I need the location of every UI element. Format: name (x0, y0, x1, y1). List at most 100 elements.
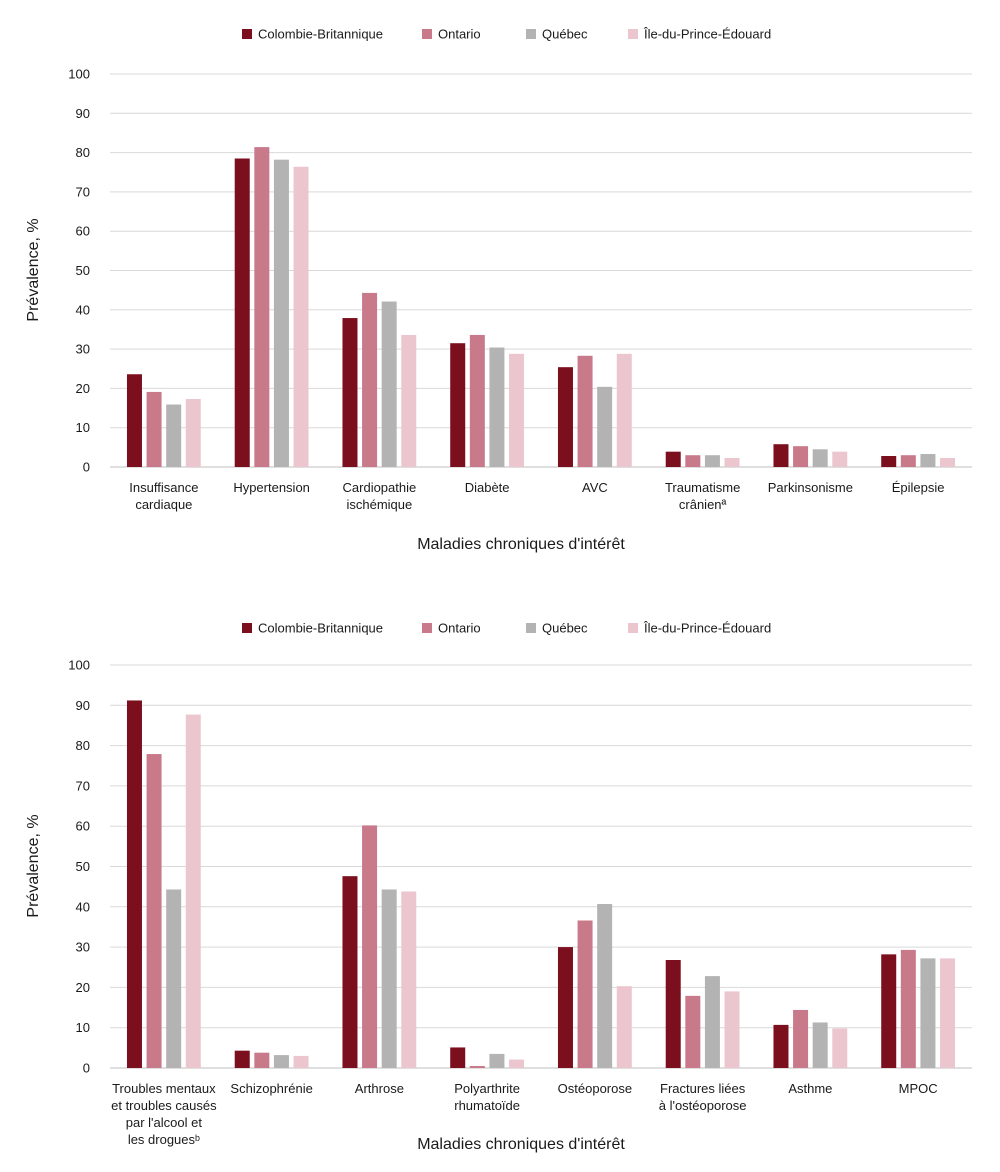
legend-item-ontario: Ontario (422, 27, 481, 42)
bar-quebec-2 (273, 159, 289, 467)
legend-label: Colombie-Britannique (258, 621, 383, 636)
legend-swatch (422, 623, 432, 633)
legend-item-ontario: Ontario (422, 621, 481, 636)
x-category-label: Diabète (465, 480, 510, 495)
bar-ontario-6 (685, 455, 701, 467)
legend-item-ile-du-prince-edouard: Île-du-Prince-Édouard (628, 621, 771, 636)
y-tick-label: 80 (76, 738, 90, 753)
bar-colombie-britannique-3 (342, 318, 358, 467)
bar-ile-du-prince-edouard-5 (616, 986, 632, 1068)
bar-ontario-5 (577, 920, 593, 1068)
bar-ile-du-prince-edouard-7 (832, 451, 848, 467)
legend-swatch (628, 29, 638, 39)
bar-ontario-7 (793, 1009, 809, 1068)
y-tick-label: 10 (76, 420, 90, 435)
bar-quebec-5 (597, 903, 613, 1068)
bar-colombie-britannique-1 (126, 374, 142, 467)
bar-quebec-1 (166, 404, 182, 467)
y-tick-label: 50 (76, 859, 90, 874)
legend-swatch (526, 29, 536, 39)
bar-quebec-8 (920, 958, 936, 1068)
y-tick-label: 90 (76, 106, 90, 121)
x-category-label: Parkinsonisme (768, 480, 853, 495)
bar-quebec-1 (166, 889, 182, 1068)
y-tick-label: 90 (76, 698, 90, 713)
bar-ontario-2 (254, 147, 270, 467)
legend-label: Ontario (438, 621, 481, 636)
bar-quebec-3 (381, 301, 397, 467)
bar-ontario-4 (469, 1065, 485, 1068)
bar-quebec-6 (704, 976, 720, 1068)
y-tick-label: 30 (76, 940, 90, 955)
bar-colombie-britannique-4 (450, 343, 466, 467)
x-axis-title: Maladies chroniques d'intérêt (417, 536, 625, 553)
bar-quebec-3 (381, 889, 397, 1068)
x-category-label: Schizophrénie (230, 1081, 312, 1096)
x-category-label: Polyarthrite rhumatoïde (454, 1081, 520, 1113)
bar-colombie-britannique-4 (450, 1047, 466, 1068)
y-tick-label: 70 (76, 184, 90, 199)
bar-colombie-britannique-5 (557, 947, 573, 1068)
bar-ile-du-prince-edouard-3 (401, 334, 417, 467)
bar-ontario-5 (577, 355, 593, 467)
legend-label: Québec (542, 27, 588, 42)
bar-ile-du-prince-edouard-6 (724, 457, 740, 467)
bar-ontario-7 (793, 446, 809, 467)
bar-quebec-4 (489, 1053, 505, 1068)
bar-colombie-britannique-8 (881, 455, 897, 467)
y-tick-label: 50 (76, 263, 90, 278)
x-category-label: MPOC (899, 1081, 938, 1096)
bar-colombie-britannique-3 (342, 876, 358, 1068)
legend-swatch (242, 29, 252, 39)
y-tick-label: 0 (83, 460, 90, 475)
bar-colombie-britannique-8 (881, 954, 897, 1068)
y-tick-label: 70 (76, 778, 90, 793)
x-category-label: Cardiopathie ischémique (343, 480, 417, 512)
bar-ile-du-prince-edouard-4 (509, 1059, 525, 1068)
bar-ile-du-prince-edouard-3 (401, 891, 417, 1068)
legend-item-colombie-britannique: Colombie-Britannique (242, 621, 383, 636)
x-category-label: Asthme (788, 1081, 832, 1096)
bar-ile-du-prince-edouard-5 (616, 353, 632, 467)
x-category-label: Troubles mentaux et troubles causés par l'… (111, 1081, 217, 1147)
bar-ile-du-prince-edouard-7 (832, 1028, 848, 1068)
legend-item-quebec: Québec (526, 621, 588, 636)
bar-ontario-8 (900, 949, 916, 1068)
bar-ile-du-prince-edouard-1 (185, 714, 201, 1068)
legend-label: Ontario (438, 27, 481, 42)
x-category-label: Épilepsie (892, 480, 945, 495)
bar-ontario-4 (469, 334, 485, 467)
legend-swatch (628, 623, 638, 633)
bar-ile-du-prince-edouard-8 (940, 958, 956, 1068)
x-category-label: Fractures liées à l'ostéoporose (659, 1081, 747, 1113)
x-category-label: Ostéoporose (558, 1081, 632, 1096)
bar-colombie-britannique-6 (665, 959, 681, 1068)
bar-colombie-britannique-1 (126, 700, 142, 1068)
bar-ontario-1 (146, 391, 162, 467)
bar-ile-du-prince-edouard-4 (509, 353, 525, 467)
x-category-label: Traumatisme crânienª (665, 480, 740, 512)
bar-ile-du-prince-edouard-8 (940, 457, 956, 467)
bar-ontario-1 (146, 754, 162, 1068)
chart-panel-cardiovascular: Colombie-Britannique Ontario Québec Île-du-… (25, 27, 972, 553)
legend-swatch (422, 29, 432, 39)
bar-colombie-britannique-7 (773, 1024, 789, 1068)
bar-ontario-3 (362, 825, 378, 1068)
x-category-label: AVC (582, 480, 608, 495)
bar-colombie-britannique-5 (557, 367, 573, 467)
bar-quebec-2 (273, 1055, 289, 1068)
bar-ontario-2 (254, 1052, 270, 1068)
bar-colombie-britannique-7 (773, 444, 789, 467)
bar-ile-du-prince-edouard-1 (185, 399, 201, 467)
x-category-label: Hypertension (233, 480, 310, 495)
legend-item-quebec: Québec (526, 27, 588, 42)
y-tick-label: 100 (68, 658, 90, 673)
x-category-label: Arthrose (355, 1081, 404, 1096)
bar-colombie-britannique-6 (665, 451, 681, 467)
bar-ontario-8 (900, 455, 916, 467)
legend-label: Île-du-Prince-Édouard (643, 27, 771, 42)
y-tick-label: 40 (76, 302, 90, 317)
y-axis-title: Prévalence, % (25, 814, 42, 917)
bar-quebec-7 (812, 1022, 828, 1068)
